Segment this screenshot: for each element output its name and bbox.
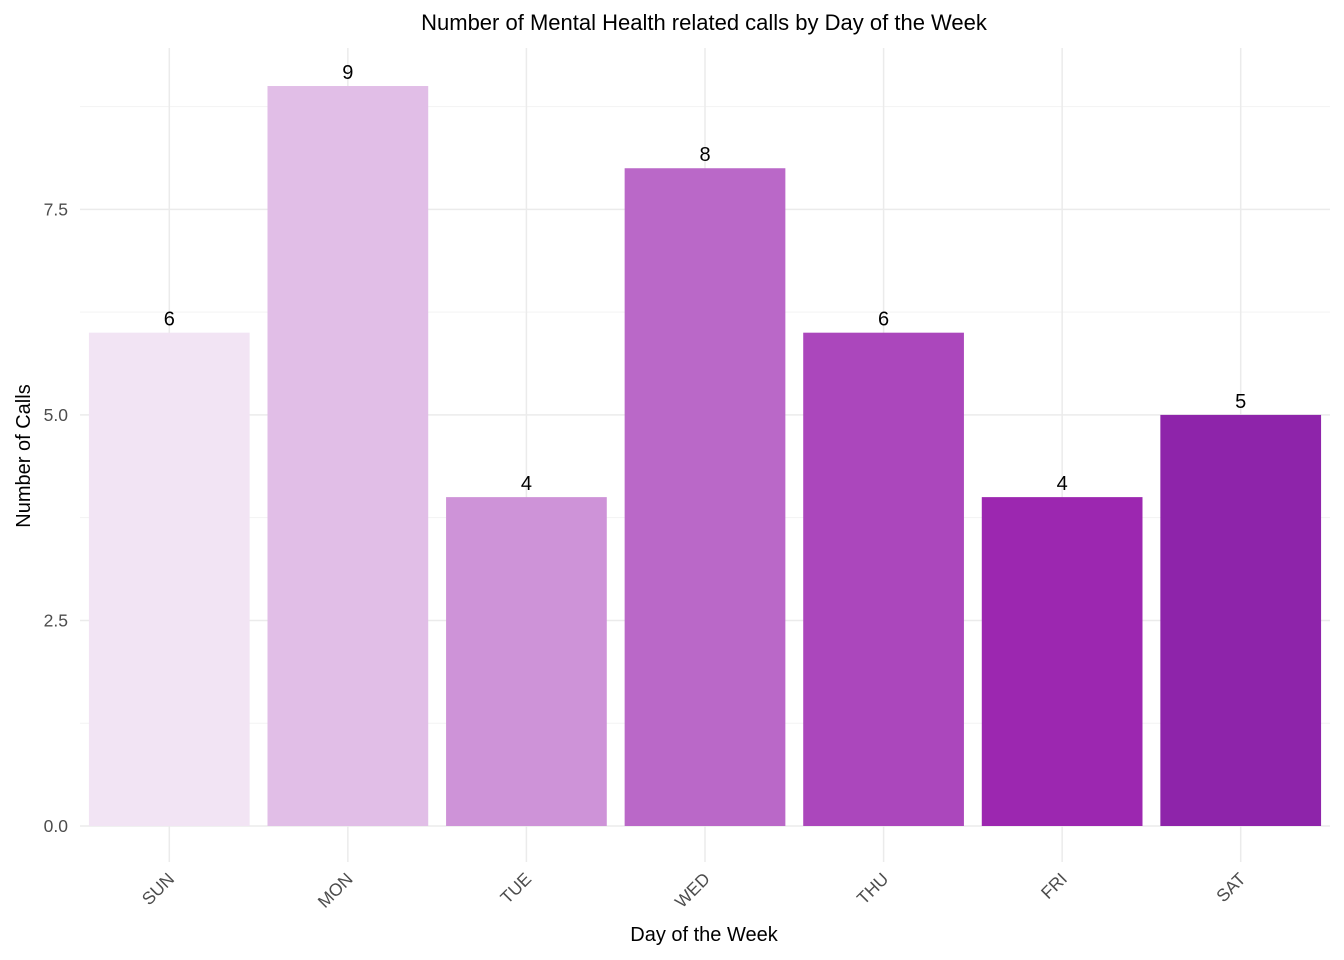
x-tick-label-wed: WED: [671, 869, 714, 912]
data-label-fri: 4: [1057, 473, 1068, 495]
data-label-wed: 8: [699, 144, 710, 166]
y-tick-label: 5.0: [44, 405, 69, 425]
x-tick-label-mon: MON: [314, 869, 357, 912]
data-label-sun: 6: [164, 309, 175, 331]
x-axis-title: Day of the Week: [630, 924, 778, 946]
x-tick-label-tue: TUE: [496, 869, 535, 908]
bars: [88, 86, 1322, 827]
x-tick-label-thu: THU: [853, 869, 893, 909]
data-label-sat: 5: [1235, 391, 1246, 413]
x-tick-label-fri: FRI: [1037, 869, 1071, 903]
data-labels: 6 9 4 8 6 4 5: [164, 62, 1247, 495]
x-axis-ticks: SUN MON TUE WED THU FRI SAT: [138, 868, 1250, 911]
y-tick-label: 7.5: [44, 199, 68, 219]
x-tick-label-sat: SAT: [1212, 868, 1250, 906]
bar-tue: [446, 497, 607, 826]
chart-title: Number of Mental Health related calls by…: [421, 10, 988, 35]
x-tick-label-sun: SUN: [138, 869, 178, 909]
y-axis-ticks: 0.0 2.5 5.0 7.5: [44, 199, 69, 836]
y-tick-label: 0.0: [44, 816, 69, 836]
y-tick-label: 2.5: [44, 610, 68, 630]
bar-mon: [267, 86, 429, 826]
bar-sat: [1160, 414, 1322, 826]
bar-fri: [981, 497, 1143, 826]
data-label-tue: 4: [521, 473, 532, 495]
bar-wed: [624, 168, 786, 827]
bar-thu: [803, 332, 964, 826]
data-label-thu: 6: [878, 309, 889, 331]
y-axis-title: Number of Calls: [13, 384, 35, 527]
data-label-mon: 9: [342, 62, 353, 84]
bar-sun: [88, 332, 250, 826]
